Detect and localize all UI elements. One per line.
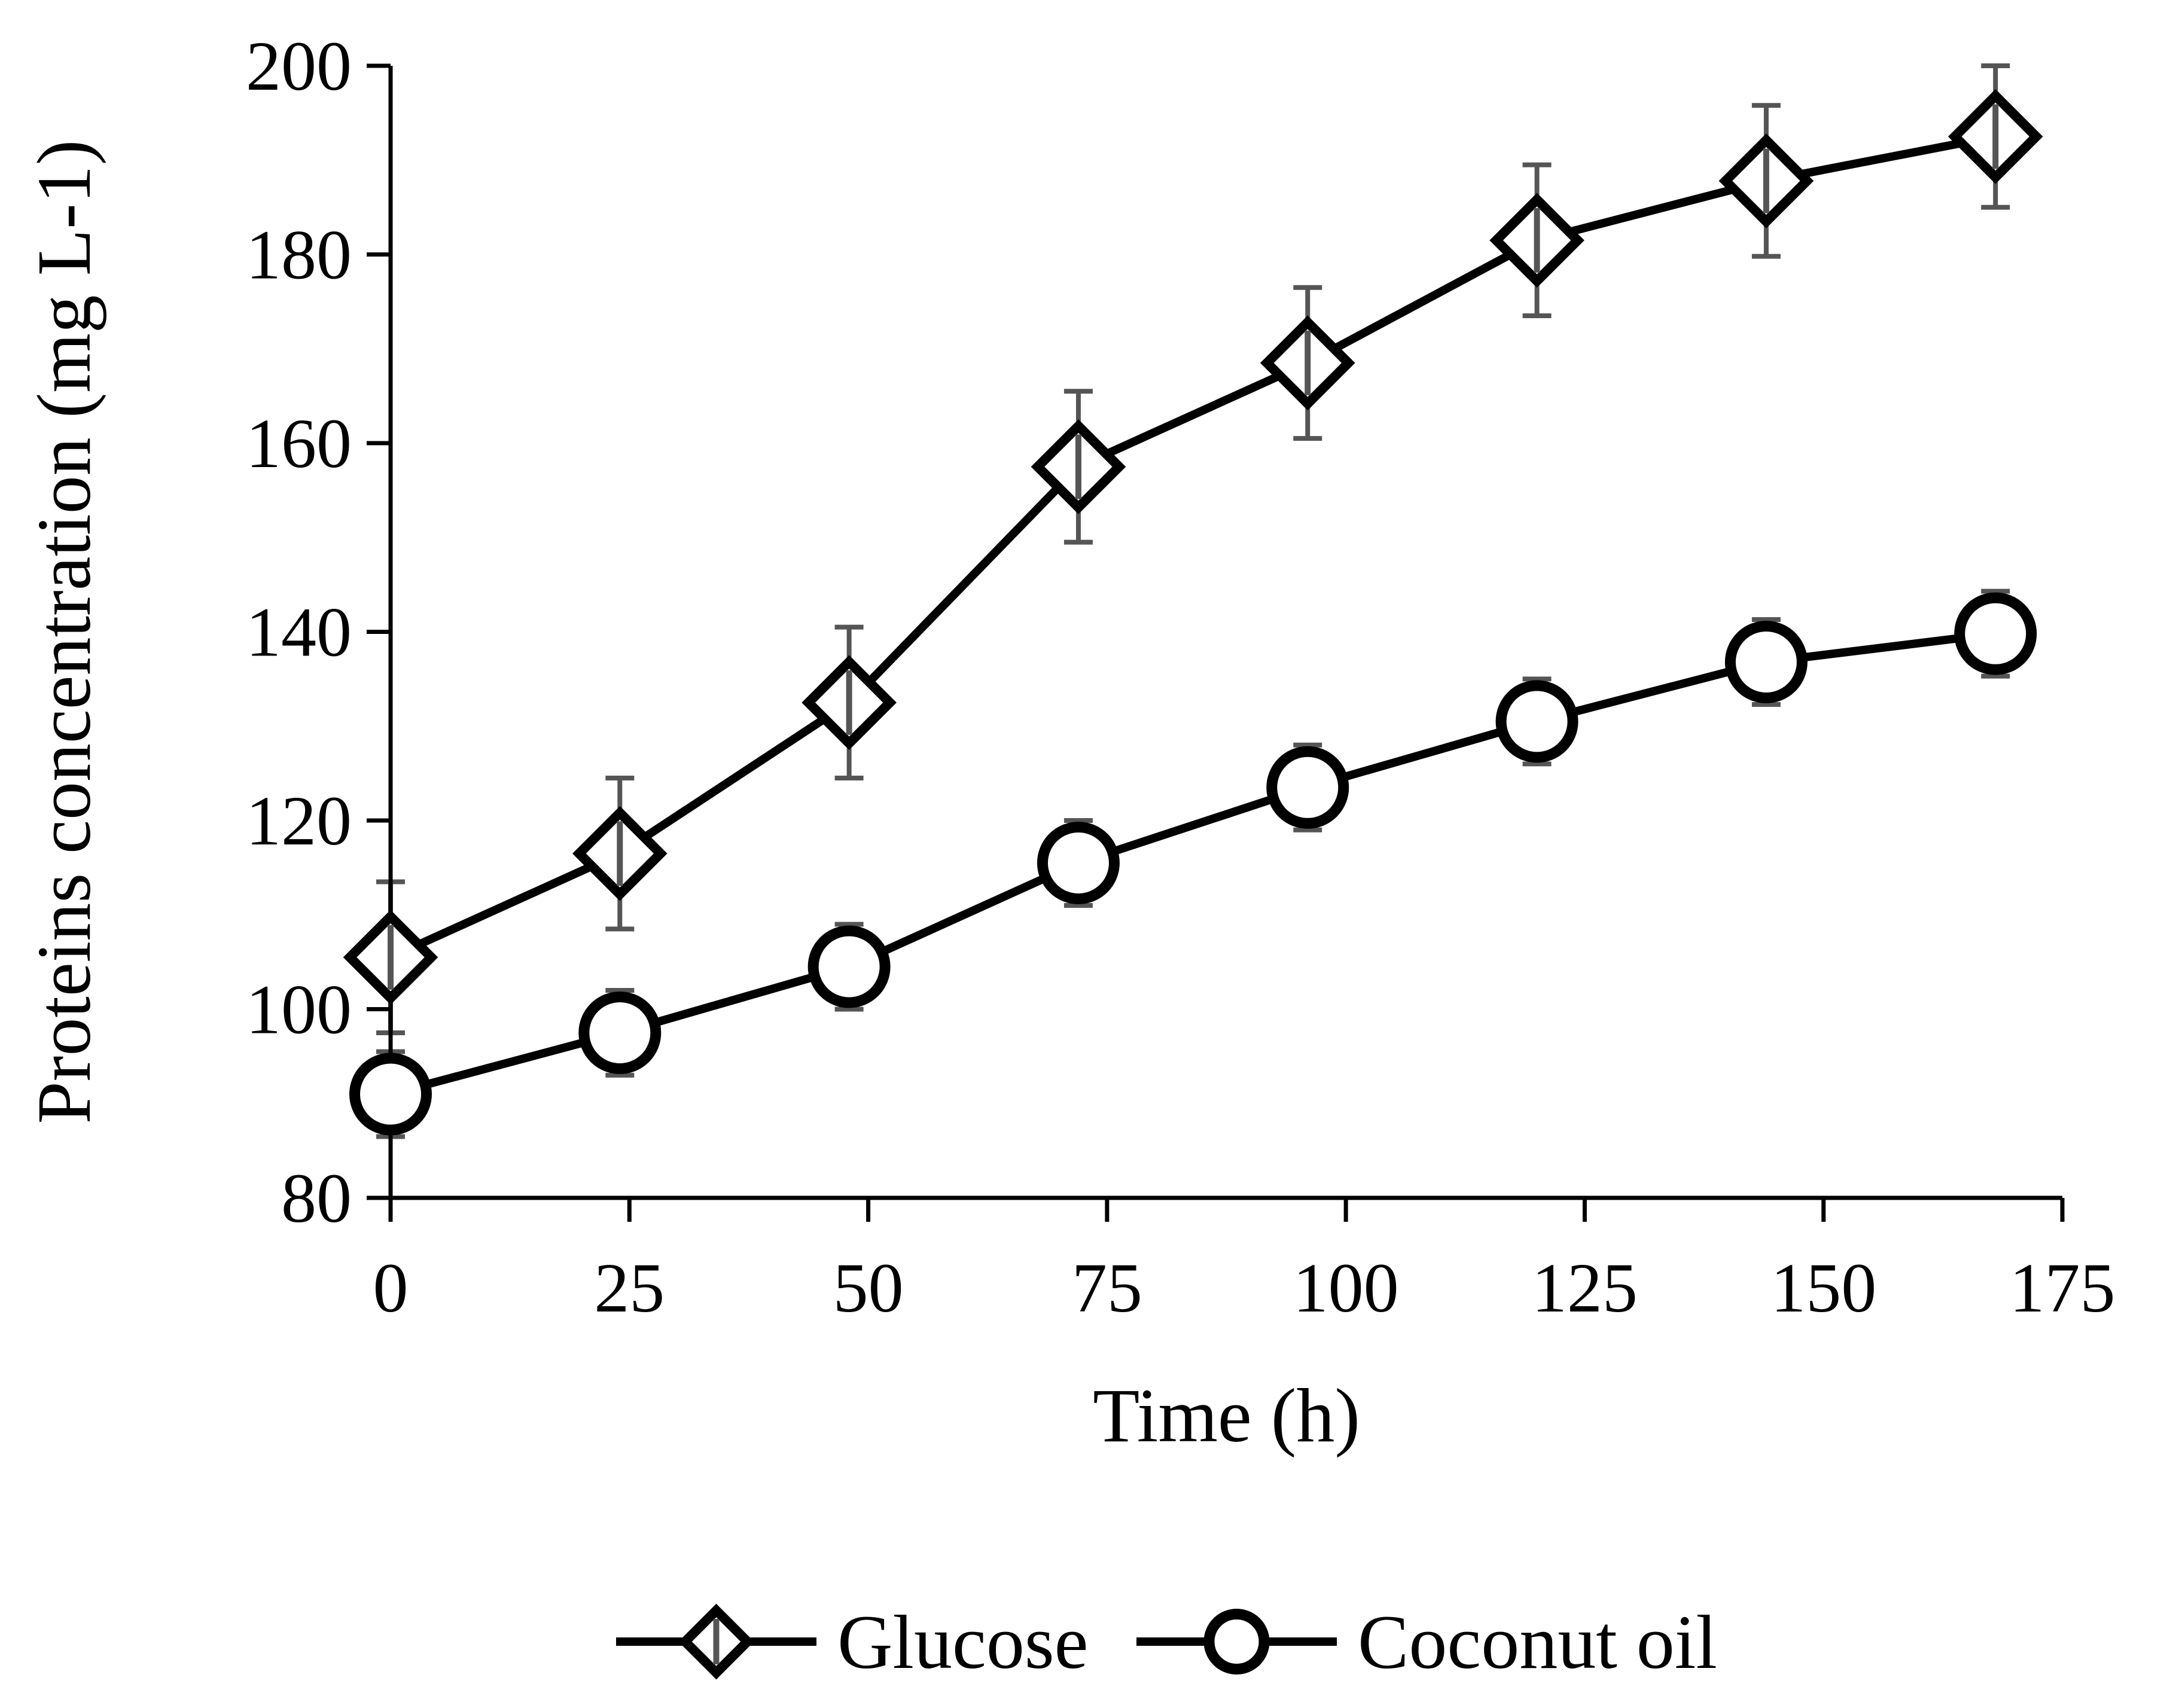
- x-tick-label: 50: [833, 1249, 904, 1327]
- legend-label-coconut-oil: Coconut oil: [1358, 1600, 1717, 1685]
- y-tick-label: 180: [246, 216, 352, 294]
- y-tick-label: 120: [246, 782, 352, 860]
- data-point-coconut-oil: [1724, 620, 1808, 703]
- y-tick-label: 140: [246, 593, 352, 672]
- data-point-coconut-oil: [1266, 746, 1349, 829]
- x-tick-label: 0: [373, 1249, 409, 1327]
- data-point-coconut-oil: [807, 925, 891, 1008]
- axes: [367, 63, 2065, 1222]
- data-point-coconut-oil: [1495, 680, 1578, 763]
- legend-marker-coconut-oil: [1203, 1609, 1270, 1675]
- series-lines-layer: [389, 132, 1997, 1099]
- data-point-glucose: [801, 655, 897, 751]
- series-line-glucose: [389, 132, 1997, 962]
- data-point-glucose: [1260, 315, 1355, 411]
- x-tick-label: 100: [1293, 1249, 1399, 1327]
- data-point-coconut-oil: [1037, 821, 1120, 904]
- x-tick-label: 125: [1532, 1249, 1638, 1327]
- data-point-glucose: [572, 806, 668, 901]
- legend-label-glucose: Glucose: [837, 1600, 1088, 1685]
- legend-entry-coconut-oil: Coconut oil: [1136, 1600, 1717, 1685]
- data-point-glucose: [1948, 89, 2043, 184]
- x-tick-label: 75: [1072, 1249, 1142, 1327]
- legend: Glucose Coconut oil: [616, 1600, 1717, 1685]
- markers-layer: [343, 89, 2043, 1136]
- tick-labels-layer: 80 100 120 140 160 180 200 0 25 50 75 100 125 150 175: [246, 27, 2116, 1327]
- data-point-glucose: [1031, 419, 1126, 514]
- legend-marker-glucose: [678, 1603, 754, 1680]
- x-tick-label: 175: [2010, 1249, 2116, 1327]
- x-axis-title: Time (h): [1093, 1373, 1360, 1458]
- data-point-glucose: [343, 910, 438, 1005]
- y-tick-label: 100: [246, 971, 352, 1049]
- y-axis-title: Proteins concentration (mg L-1): [22, 140, 106, 1124]
- data-point-glucose: [1718, 133, 1814, 228]
- x-tick-label: 150: [1770, 1249, 1876, 1327]
- data-point-glucose: [1489, 193, 1584, 288]
- data-point-coconut-oil: [349, 1053, 432, 1136]
- y-tick-label: 80: [281, 1159, 352, 1237]
- legend-entry-glucose: Glucose: [616, 1600, 1088, 1685]
- data-point-coconut-oil: [578, 991, 662, 1074]
- y-tick-label: 200: [246, 27, 352, 105]
- x-tick-label: 25: [594, 1249, 665, 1327]
- y-tick-label: 160: [246, 404, 352, 483]
- data-point-coconut-oil: [1954, 592, 2037, 675]
